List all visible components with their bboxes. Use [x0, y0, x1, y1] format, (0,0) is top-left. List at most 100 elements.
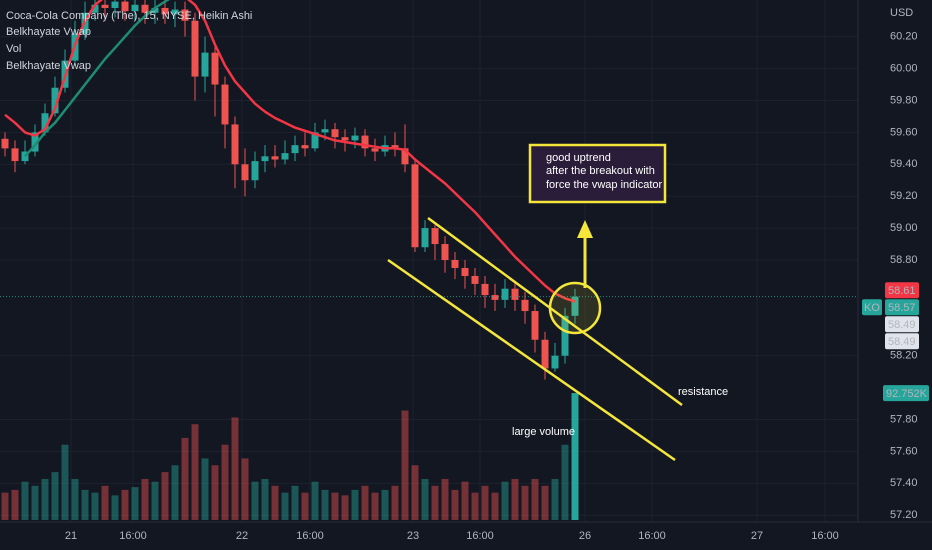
y-tick-label: 57.60	[890, 445, 918, 457]
candle-body	[521, 299, 529, 312]
volume-bar	[331, 492, 339, 520]
candle-body	[361, 135, 369, 149]
candle-body	[411, 164, 419, 248]
arrow-head	[577, 220, 593, 238]
y-tick-label: 60.20	[890, 31, 918, 43]
volume-bar	[21, 481, 29, 520]
breakout-circle	[548, 281, 602, 335]
candle-body	[111, 1, 119, 8]
y-tick-label: 57.20	[890, 509, 918, 521]
candle-body	[531, 311, 539, 340]
volume-bar	[431, 485, 439, 520]
y-tick-label: 59.00	[890, 222, 918, 234]
y-tick-label: 57.40	[890, 477, 918, 489]
resistance-note: resistance	[678, 386, 728, 398]
candle-body	[41, 113, 49, 133]
candle-body	[171, 9, 179, 15]
channel-lower	[387, 258, 676, 462]
x-tick-label: 21	[65, 530, 77, 542]
candle-body	[211, 52, 219, 85]
volume-bar	[261, 478, 269, 520]
volume-bar	[171, 465, 179, 520]
candle-body	[251, 161, 259, 181]
volume-bar	[471, 492, 479, 520]
candle-body	[221, 84, 229, 125]
volume-bar	[211, 465, 219, 520]
candle-body	[491, 295, 499, 300]
candle-body	[451, 260, 459, 268]
volume-bar	[91, 492, 99, 520]
vwap-lines	[0, 0, 858, 303]
candle-body	[181, 9, 189, 21]
candle-body	[501, 288, 509, 300]
candle-body	[31, 132, 39, 152]
volume-pane	[1, 393, 579, 520]
volume-bar	[1, 492, 9, 520]
volume-bar	[311, 481, 319, 520]
volume-bar	[541, 485, 549, 520]
candle-body	[291, 145, 299, 154]
price-tag-label: 58.57	[888, 302, 916, 314]
volume-bar	[561, 444, 569, 520]
candle-body	[261, 156, 269, 162]
ticker-tag	[862, 299, 882, 316]
candle-body	[1, 138, 9, 149]
y-tick-label: 59.20	[890, 190, 918, 202]
y-tick-label: 59.80	[890, 94, 918, 106]
candle-body	[551, 355, 559, 369]
price-tag	[885, 316, 919, 333]
y-tick-label: 58.80	[890, 254, 918, 266]
y-tick-label: 58.20	[890, 350, 918, 362]
candle-body	[331, 129, 339, 138]
x-tick-label: 27	[751, 530, 763, 542]
legend-item: Belkhayate Vwap	[6, 26, 91, 38]
y-tick-label: 57.80	[890, 413, 918, 425]
volume-bar	[201, 458, 209, 520]
volume-bar	[441, 478, 449, 520]
volume-bar	[351, 489, 359, 520]
volume-bar	[521, 485, 529, 520]
legend: Coca-Cola Company (The), 15, NYSE, Heiki…	[6, 10, 252, 72]
candle-body	[21, 151, 29, 162]
volume-bar	[51, 472, 59, 520]
candle-body	[391, 145, 399, 149]
volume-bar	[71, 478, 79, 520]
volume-bar	[511, 478, 519, 520]
drawings: good uptrend after the breakout with for…	[387, 143, 728, 462]
candle-body	[341, 137, 349, 141]
volume-bar	[251, 481, 259, 520]
candle-body	[351, 135, 359, 141]
candle-body	[141, 4, 149, 13]
volume-bar	[391, 485, 399, 520]
candle-body	[231, 124, 239, 165]
volume-bar	[371, 492, 379, 520]
volume-bar	[61, 444, 69, 520]
candle-body	[301, 145, 309, 149]
volume-bar	[551, 478, 559, 520]
callout-line: after the breakout with	[546, 165, 655, 177]
volume-note: large volume	[512, 426, 575, 438]
candle-body	[161, 7, 169, 15]
volume-bar	[151, 481, 159, 520]
price-tag	[885, 333, 919, 350]
x-tick-label: 16:00	[638, 530, 666, 542]
callout-line: good uptrend	[546, 152, 611, 164]
candle-body	[241, 164, 249, 181]
candle-body	[51, 87, 59, 114]
candle-body	[131, 4, 139, 12]
volume-bar	[161, 472, 169, 520]
volume-bar	[281, 492, 289, 520]
y-tick-label: 59.40	[890, 158, 918, 170]
volume-bar	[131, 487, 139, 520]
volume-bar	[321, 489, 329, 520]
volume-bar	[231, 417, 239, 520]
candle-body	[481, 283, 489, 296]
candle-body	[101, 4, 109, 8]
volume-bar	[381, 489, 389, 520]
price-tag-label: 58.49	[888, 319, 916, 331]
volume-bar	[81, 489, 89, 520]
x-tick-label: 16:00	[811, 530, 839, 542]
volume-bar	[181, 437, 189, 520]
volume-bar	[361, 485, 369, 520]
